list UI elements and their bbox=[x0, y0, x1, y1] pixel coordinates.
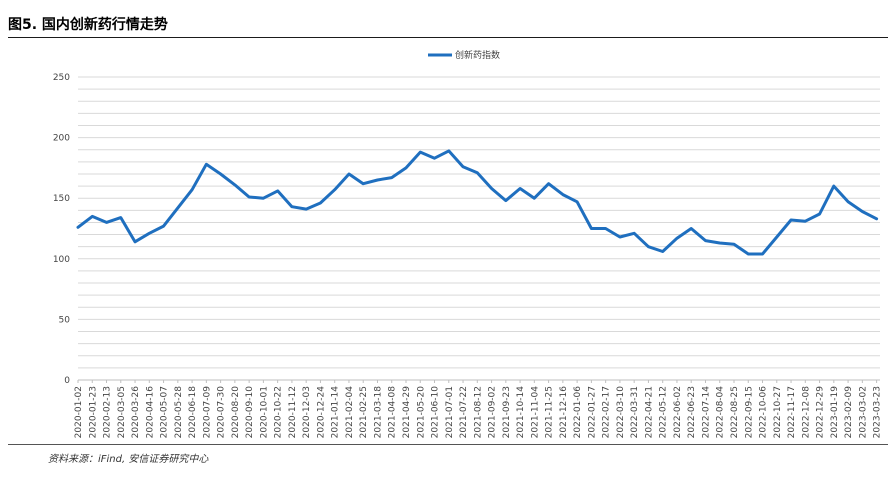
x-tick-label: 2022-08-04 bbox=[716, 386, 726, 439]
series-group bbox=[76, 149, 879, 256]
x-tick-label: 2021-09-02 bbox=[488, 386, 498, 438]
x-tick-label: 2022-01-06 bbox=[573, 386, 583, 439]
x-tick-label: 2022-05-12 bbox=[659, 386, 669, 438]
x-tick-label: 2021-04-08 bbox=[388, 386, 398, 439]
x-tick-label: 2021-10-14 bbox=[516, 386, 526, 439]
x-tick-label: 2022-07-14 bbox=[701, 386, 711, 439]
x-tick-label: 2022-12-29 bbox=[816, 386, 826, 439]
x-tick-label: 2021-11-04 bbox=[530, 386, 540, 439]
x-tick-label: 2022-06-23 bbox=[687, 386, 697, 438]
x-tick-label: 2020-04-16 bbox=[145, 386, 155, 439]
x-tick-label: 2022-02-17 bbox=[602, 386, 612, 438]
x-tick-label: 2020-01-23 bbox=[88, 386, 98, 438]
x-tick-label: 2020-01-02 bbox=[74, 386, 84, 438]
x-tick-label: 2020-05-28 bbox=[174, 386, 184, 439]
x-tick-label: 2020-03-26 bbox=[131, 386, 141, 439]
x-tick-label: 2020-09-10 bbox=[245, 386, 255, 439]
x-tick-label: 2020-08-20 bbox=[231, 386, 241, 439]
x-tick-label: 2022-03-31 bbox=[630, 386, 640, 438]
x-tick-label: 2020-11-12 bbox=[288, 386, 298, 438]
x-tick-label: 2020-06-18 bbox=[188, 386, 198, 439]
x-tick-label: 2021-01-14 bbox=[331, 386, 341, 439]
x-axis: 2020-01-02 2020-01-23 2020-02-13 2020-03-05… bbox=[74, 380, 883, 438]
y-tick-label: 200 bbox=[53, 134, 70, 144]
x-tick-label: 2022-08-25 bbox=[730, 386, 740, 438]
x-tick-label: 2020-10-22 bbox=[274, 386, 284, 438]
y-axis: 0 50 100 150 200 250 bbox=[53, 73, 70, 386]
x-tick-label: 2023-01-19 bbox=[830, 386, 840, 439]
x-tick-label: 2021-08-12 bbox=[473, 386, 483, 438]
y-tick-label: 250 bbox=[53, 73, 70, 83]
legend: 创新药指数 bbox=[428, 49, 500, 61]
x-tick-label: 2021-03-18 bbox=[373, 386, 383, 439]
footer-rule bbox=[8, 444, 888, 445]
y-tick-label: 0 bbox=[64, 376, 70, 386]
x-tick-label: 2022-03-10 bbox=[616, 386, 626, 439]
x-tick-label: 2020-07-09 bbox=[202, 386, 212, 439]
x-tick-label: 2021-07-01 bbox=[445, 386, 455, 438]
x-tick-label: 2020-12-24 bbox=[316, 386, 326, 439]
y-tick-label: 150 bbox=[53, 194, 70, 204]
x-tick-label: 2022-11-17 bbox=[787, 386, 797, 438]
title-rule bbox=[8, 37, 888, 38]
x-tick-label: 2021-11-25 bbox=[545, 386, 555, 438]
grid-lines bbox=[78, 76, 880, 381]
x-tick-label: 2022-06-02 bbox=[673, 386, 683, 438]
x-tick-label: 2020-07-30 bbox=[217, 386, 227, 439]
x-tick-label: 2022-09-15 bbox=[744, 386, 754, 438]
x-tick-label: 2021-06-10 bbox=[431, 386, 441, 439]
x-tick-label: 2021-02-04 bbox=[345, 386, 355, 439]
source-note: 资料来源：iFind, 安信证券研究中心 bbox=[48, 454, 209, 465]
x-tick-label: 2020-02-13 bbox=[103, 386, 113, 438]
y-tick-label: 50 bbox=[59, 315, 71, 325]
x-tick-label: 2021-07-22 bbox=[459, 386, 469, 438]
series-line bbox=[76, 149, 879, 256]
x-tick-label: 2022-04-21 bbox=[644, 386, 654, 438]
x-tick-label: 2021-09-23 bbox=[502, 386, 512, 438]
x-tick-label: 2020-03-05 bbox=[117, 386, 127, 438]
x-tick-label: 2021-02-25 bbox=[359, 386, 369, 438]
x-tick-label: 2021-05-20 bbox=[416, 386, 426, 439]
figure-title: 图5. 国内创新药行情走势 bbox=[8, 17, 168, 33]
legend-label: 创新药指数 bbox=[455, 49, 500, 61]
x-tick-label: 2022-01-27 bbox=[587, 386, 597, 438]
x-tick-label: 2022-10-06 bbox=[759, 386, 769, 439]
x-tick-label: 2020-12-03 bbox=[302, 386, 312, 438]
x-tick-label: 2021-04-29 bbox=[402, 386, 412, 439]
x-tick-label: 2020-05-07 bbox=[160, 386, 170, 438]
y-tick-label: 100 bbox=[53, 255, 70, 265]
x-tick-label: 2021-12-16 bbox=[559, 386, 569, 439]
x-tick-label: 2020-10-01 bbox=[259, 386, 269, 438]
x-tick-label: 2022-10-27 bbox=[773, 386, 783, 438]
x-tick-label: 2023-03-23 bbox=[873, 386, 883, 438]
x-tick-label: 2023-03-02 bbox=[858, 386, 868, 438]
x-tick-label: 2023-02-09 bbox=[844, 386, 854, 439]
x-tick-label: 2022-12-08 bbox=[801, 386, 811, 439]
